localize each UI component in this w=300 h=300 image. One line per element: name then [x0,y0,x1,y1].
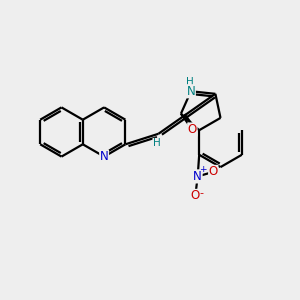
Text: H: H [153,138,161,148]
Text: O: O [191,189,200,203]
Text: O: O [209,165,218,178]
Text: H: H [185,77,193,87]
Text: -: - [199,188,203,199]
Text: N: N [187,85,195,98]
Text: N: N [193,170,202,183]
Text: N: N [100,150,109,163]
Text: O: O [188,123,197,136]
Text: +: + [199,165,207,174]
